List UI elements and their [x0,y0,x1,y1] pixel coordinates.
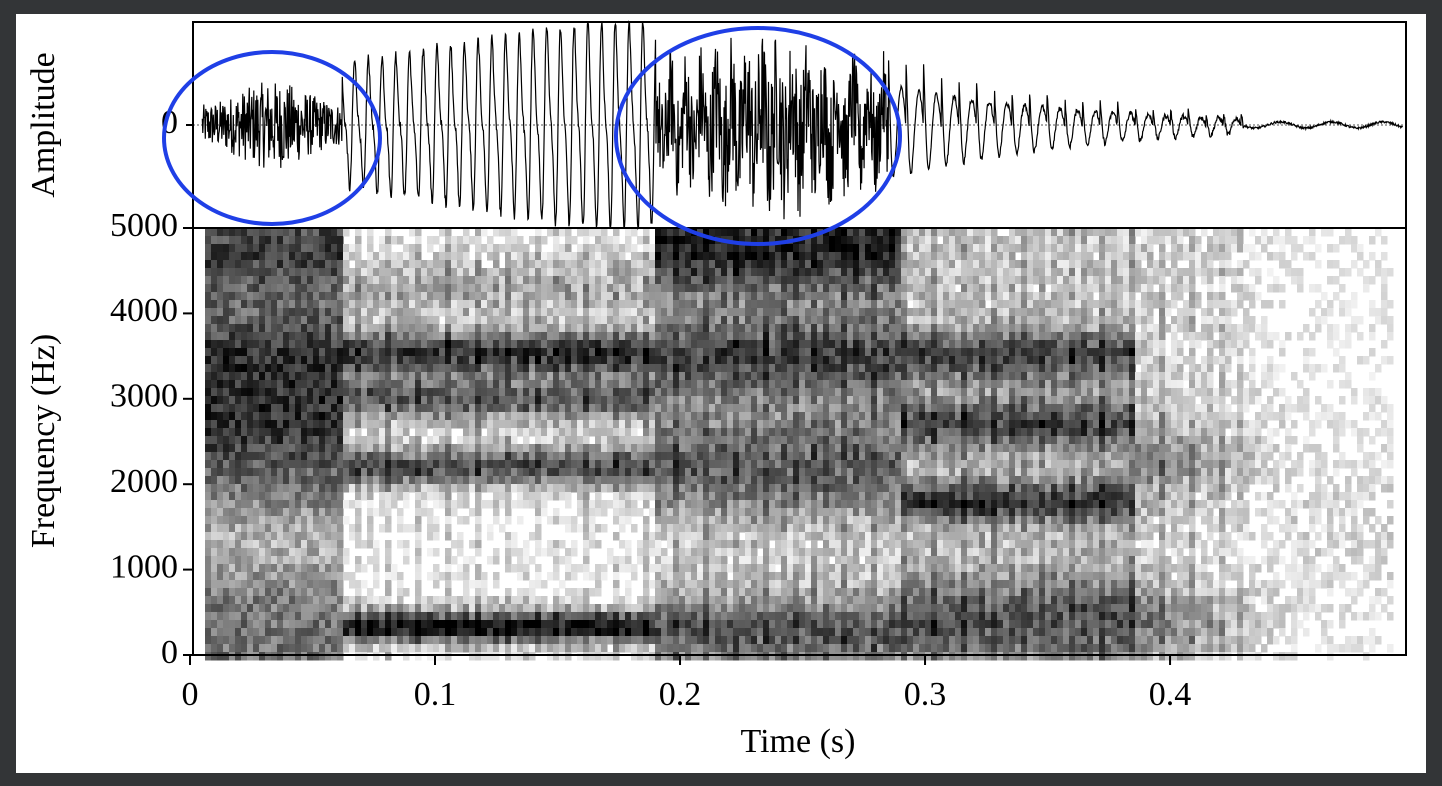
y-tick-label: 5000 [110,207,178,244]
x-tick-label: 0.2 [659,676,702,713]
x-tick-label: 0.1 [414,676,457,713]
y-axis-label: Frequency (Hz) [25,334,62,548]
waveform-texture [201,20,1404,231]
y-tick-label: 1000 [110,548,178,585]
x-axis-label: Time (s) [741,723,856,760]
x-tick-label: 0.3 [904,676,947,713]
x-tick-label: 0.4 [1149,676,1192,713]
y-tick-label: 2000 [110,463,178,500]
plot-frame [192,227,1407,656]
y-tick-label: 0 [161,634,178,671]
x-tick-label: 0 [182,676,199,713]
y-axis-label: Amplitude [25,52,62,197]
spectrogram-texture [205,228,1394,661]
y-tick-label: 3000 [110,378,178,415]
annotation-ellipse [614,26,902,246]
annotation-ellipse [162,50,382,226]
y-tick-label: 4000 [110,292,178,329]
